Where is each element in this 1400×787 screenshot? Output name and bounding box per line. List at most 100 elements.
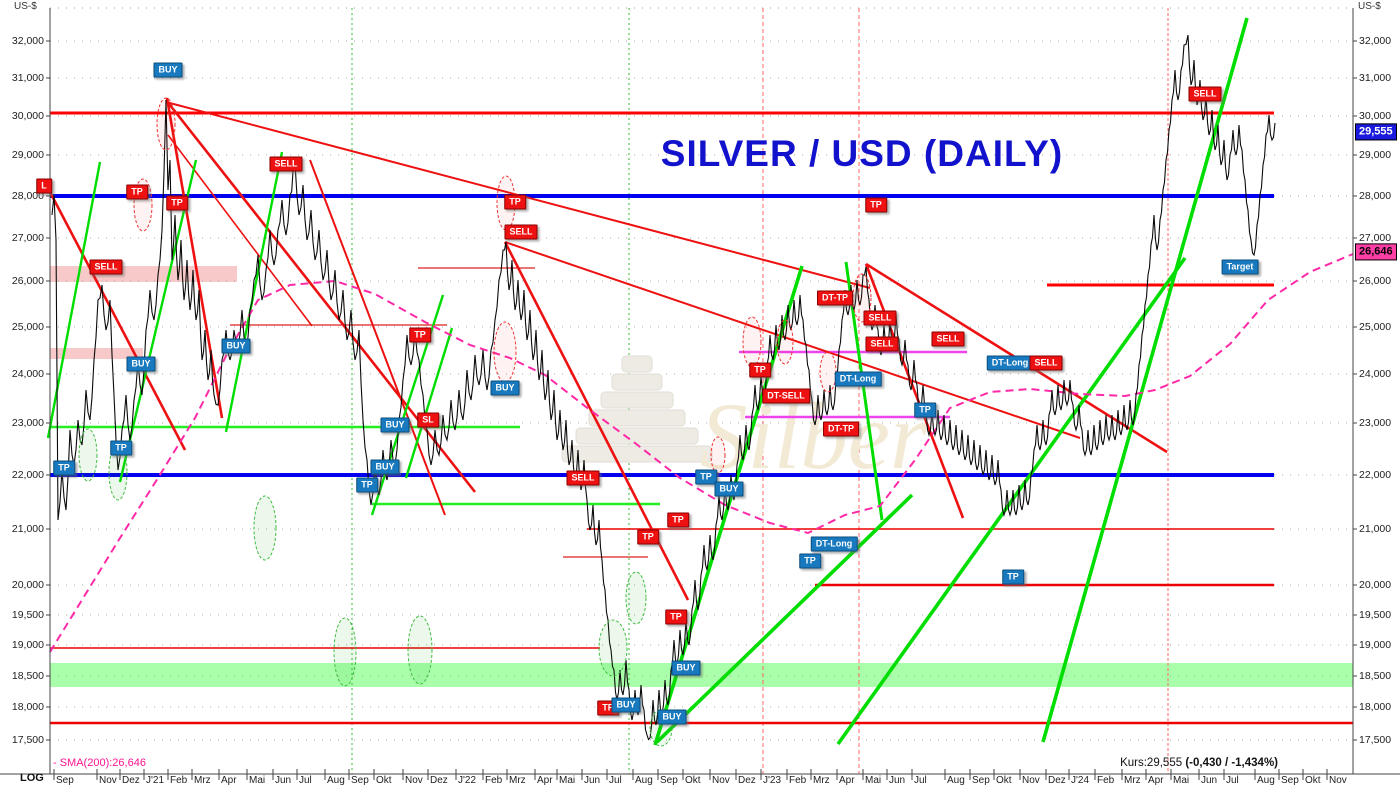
sma-price-tag: 26,646 — [1355, 243, 1397, 261]
signal-ellipse-green-14 — [598, 619, 628, 677]
x-tick-label: Aug — [327, 775, 345, 786]
y-tick-label-right: 26,000 — [1359, 275, 1392, 287]
y-tick-label-right: 31,000 — [1359, 72, 1392, 84]
signal-badge-sell: SELL — [1188, 86, 1222, 102]
x-tick-label: Nov — [1022, 775, 1040, 786]
y-tick-label-left: 18,000 — [11, 701, 44, 713]
x-tick-label: Aug — [1257, 775, 1275, 786]
x-tick-label: Mrz — [1124, 775, 1141, 786]
x-tick-label: Okt — [1305, 775, 1321, 786]
signal-badge-tp: TP — [166, 195, 188, 211]
band-resistance-zone-24.5 — [50, 348, 143, 359]
x-tick-label: Mai — [249, 775, 266, 786]
trendline-red-8 — [864, 263, 965, 519]
x-tick-label: Nov — [1329, 775, 1347, 786]
x-tick-label: Apr — [839, 775, 855, 786]
trendline-green-1 — [118, 159, 198, 483]
x-tick-label: Mai — [559, 775, 576, 786]
signal-badge-buy: BUY — [221, 338, 251, 354]
x-tick-label: J'23 — [763, 775, 782, 786]
trendline-red-0 — [48, 191, 187, 451]
y-tick-label-right: 20,000 — [1359, 579, 1392, 591]
x-tick-label: Apr — [221, 775, 237, 786]
trendline-green-8 — [836, 256, 1187, 746]
x-tick-label: Nov — [99, 775, 117, 786]
x-tick-label: Nov — [405, 775, 423, 786]
signal-badge-sell: SELL — [89, 259, 123, 275]
signal-ellipse-green-13 — [407, 615, 433, 685]
trendline-green-9 — [1041, 17, 1249, 743]
signal-badge-tp: TP — [865, 197, 887, 213]
signal-badge-sell: SELL — [865, 336, 899, 352]
price-line — [51, 34, 1276, 741]
x-tick-label: Aug — [947, 775, 965, 786]
signal-badge-dt-long: DT-Long — [986, 355, 1034, 371]
watermark-bar-0 — [561, 445, 713, 463]
x-tick-label: Mrz — [813, 775, 830, 786]
trendline-red-2 — [167, 134, 313, 327]
signal-badge-tp: TP — [695, 469, 717, 485]
y-tick-label-left: 22,000 — [11, 469, 44, 481]
signal-badge-buy: BUY — [714, 481, 744, 497]
last-quote-readout: Kurs:29,555 (-0,430 / -1,434%) — [990, 757, 1278, 769]
x-tick-label: Sep — [660, 775, 678, 786]
signal-badge-dt-tp: DT-TP — [823, 421, 859, 437]
watermark-bar-5 — [621, 355, 653, 373]
x-tick-label: J'24 — [1071, 775, 1090, 786]
signal-badge-buy: BUY — [380, 417, 410, 433]
y-tick-label-left: 29,000 — [11, 149, 44, 161]
signal-badge-sl: SL — [417, 412, 439, 428]
signal-badge-tp: TP — [665, 609, 687, 625]
y-tick-label-right: 19,500 — [1359, 609, 1392, 621]
y-tick-label-right: 23,000 — [1359, 417, 1392, 429]
x-tick-label: Sep — [351, 775, 369, 786]
trendline-green-6 — [655, 493, 914, 744]
signal-badge-sell: SELL — [566, 470, 600, 486]
signal-badge-dt-sell: DT-SELL — [762, 388, 810, 404]
trendline-green-2 — [224, 151, 284, 433]
y-tick-label-left: 17,500 — [11, 734, 44, 746]
x-tick-label: Jul — [609, 775, 622, 786]
x-tick-label: Dez — [738, 775, 756, 786]
signal-badge-tp: TP — [749, 362, 771, 378]
y-tick-label-right: 21,000 — [1359, 523, 1392, 535]
trendline-green-4 — [404, 327, 454, 479]
last-price-tag: 29,555 — [1355, 123, 1397, 141]
signal-badge-target: Target — [1221, 259, 1259, 275]
signal-ellipse-red-8 — [710, 436, 726, 474]
signal-badge-dt-long: DT-Long — [834, 371, 882, 387]
y-tick-label-right: 29,000 — [1359, 149, 1392, 161]
signal-badge-tp: TP — [356, 477, 378, 493]
signal-badge-dt-tp: DT-TP — [817, 290, 853, 306]
trendline-green-3 — [370, 294, 445, 516]
x-tick-label: Nov — [712, 775, 730, 786]
signal-badge-buy: BUY — [490, 380, 520, 396]
chart-title: SILVER / USD (DAILY) — [660, 133, 1064, 174]
x-tick-label: J'22 — [458, 775, 477, 786]
x-tick-label: Feb — [485, 775, 503, 786]
x-tick-label: Okt — [685, 775, 701, 786]
x-tick-label: Jul — [299, 775, 312, 786]
signal-badge-tp: TP — [110, 440, 132, 456]
kurs-change: (-0,430 / -1,434%) — [1185, 757, 1278, 769]
band-support-zone-18.5 — [50, 663, 1353, 687]
x-tick-label: Feb — [789, 775, 807, 786]
signal-badge-buy: BUY — [126, 356, 156, 372]
signal-ellipse-red-1 — [156, 97, 176, 151]
y-tick-label-left: 18,500 — [11, 670, 44, 682]
watermark-bar-4 — [611, 373, 663, 391]
signal-badge-buy: BUY — [153, 62, 183, 78]
signal-ellipse-red-6 — [819, 351, 837, 393]
x-tick-label: Jul — [914, 775, 927, 786]
y-tick-label-left: 31,000 — [11, 72, 44, 84]
signal-badge-tp: TP — [126, 184, 148, 200]
y-tick-label-left: 30,000 — [11, 110, 44, 122]
signal-ellipse-red-4 — [742, 316, 762, 368]
x-tick-label: Jun — [889, 775, 906, 786]
signal-badge-sell: SELL — [269, 156, 303, 172]
signal-badge-l: L — [36, 178, 52, 194]
signal-badge-sell: SELL — [504, 224, 538, 240]
watermark-bar-2 — [588, 409, 686, 427]
signal-badge-dt-long: DT-Long — [810, 536, 858, 552]
